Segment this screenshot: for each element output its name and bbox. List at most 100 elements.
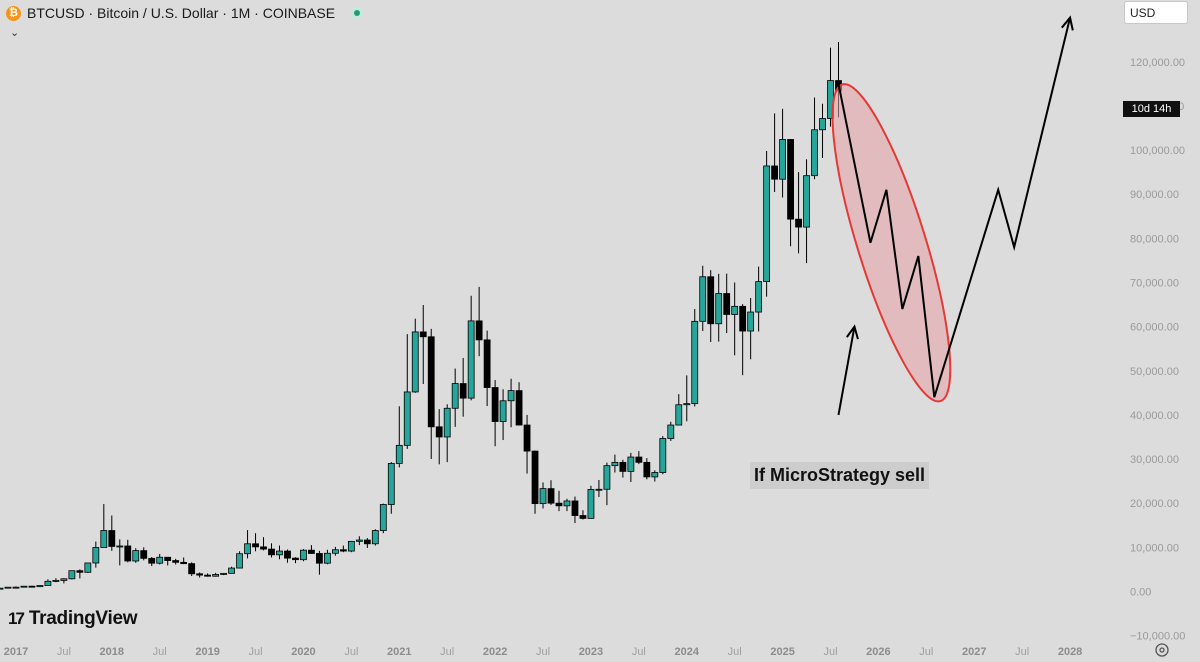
candle-body — [180, 561, 188, 565]
candle-body — [212, 574, 220, 577]
candle-body — [140, 550, 148, 559]
candle-body — [763, 165, 771, 282]
candle-body — [260, 546, 267, 550]
candle-body — [52, 580, 60, 582]
x-tick-label: 2023 — [579, 646, 603, 658]
y-tick-label: 20,000.00 — [1130, 498, 1179, 510]
candle-body — [4, 586, 12, 589]
x-tick-label: Jul — [919, 646, 933, 658]
y-tick-label: 80,000.00 — [1130, 233, 1179, 245]
candle-body — [747, 311, 755, 332]
x-tick-label: Jul — [728, 646, 742, 658]
candle-body — [316, 553, 323, 564]
candle-body — [371, 530, 379, 545]
candle-body — [667, 424, 675, 439]
candle-body — [339, 549, 347, 552]
x-tick-label: 2024 — [675, 646, 700, 658]
candle-body — [723, 293, 731, 315]
x-tick-label: 2018 — [100, 646, 124, 658]
candle-body — [619, 461, 627, 472]
candle-body — [347, 540, 355, 552]
candle-body — [611, 461, 619, 467]
chevron-down-icon[interactable]: ⌄ — [10, 27, 20, 39]
candle-body — [395, 444, 403, 464]
tradingview-logo-icon: 17 — [8, 609, 25, 628]
candle-body — [196, 573, 204, 576]
candle-body — [579, 515, 587, 519]
candle-body — [20, 585, 28, 588]
x-tick-label: 2028 — [1058, 646, 1082, 658]
x-tick-label: Jul — [153, 646, 167, 658]
candle-body — [68, 570, 76, 580]
candle-body — [731, 305, 739, 315]
x-tick-label: 2019 — [195, 646, 219, 658]
y-tick-label: 50,000.00 — [1130, 366, 1179, 378]
x-tick-label: 2021 — [387, 646, 411, 658]
candle-body — [156, 556, 164, 564]
symbol-title[interactable]: BTCUSD · Bitcoin / U.S. Dollar · 1M · CO… — [27, 5, 336, 21]
projection-path — [837, 17, 1072, 398]
y-tick-label: 60,000.00 — [1130, 322, 1179, 334]
candle-body — [459, 383, 467, 399]
candle-body — [603, 465, 611, 490]
annotation-arrow-head — [846, 324, 859, 340]
y-tick-label: 30,000.00 — [1130, 454, 1179, 466]
y-tick-label: 100,000.00 — [1130, 145, 1185, 157]
candle-body — [12, 586, 20, 589]
candle-body — [819, 118, 826, 131]
candle-body — [204, 574, 212, 577]
y-tick-label: 90,000.00 — [1130, 189, 1179, 201]
candle-body — [755, 281, 763, 313]
x-tick-label: Jul — [249, 646, 263, 658]
candle-body — [276, 550, 283, 556]
candle-body — [779, 139, 786, 180]
candle-body — [244, 543, 251, 555]
x-tick-label: 2020 — [291, 646, 315, 658]
candle-body — [707, 276, 715, 325]
x-tick-label: Jul — [1015, 646, 1029, 658]
candle-body — [427, 336, 435, 428]
candle-body — [363, 539, 371, 545]
candle-body — [523, 424, 531, 452]
x-tick-label: Jul — [440, 646, 454, 658]
projection-drawing — [831, 15, 1074, 416]
candle-body — [467, 320, 475, 399]
candle-body — [116, 545, 124, 548]
candle-body — [499, 400, 507, 422]
candle-body — [411, 331, 419, 393]
candle-body — [571, 500, 579, 516]
market-status-icon[interactable] — [351, 7, 364, 19]
candle-body — [292, 557, 299, 561]
currency-selector[interactable]: USD — [1124, 1, 1188, 24]
candle-body — [355, 539, 363, 542]
y-tick-label: 0.00 — [1130, 586, 1151, 598]
x-tick-label: Jul — [344, 646, 358, 658]
candle-body — [300, 549, 307, 561]
tradingview-logo[interactable]: 17 TradingView — [8, 608, 138, 630]
candle-body — [379, 504, 387, 531]
candle-body — [132, 550, 140, 562]
candle-body — [507, 390, 515, 402]
candle-body — [491, 387, 499, 422]
candle-body — [515, 390, 523, 426]
candle-body — [164, 556, 172, 561]
candle-body — [100, 530, 108, 548]
projection-arrow-head — [1061, 15, 1074, 31]
candle-body — [60, 578, 68, 581]
candle-body — [252, 543, 259, 548]
annotation-text[interactable]: If MicroStrategy sell — [750, 462, 930, 489]
candle-body — [44, 580, 52, 586]
candle-body — [635, 456, 643, 463]
candle-body — [324, 552, 331, 564]
axes: −10,000.00 0.00 10,000.00 20,000.00 30,000.0… — [4, 13, 1186, 658]
candles — [0, 41, 842, 590]
bitcoin-icon: ₿ — [6, 5, 21, 21]
candle-body — [683, 403, 691, 406]
candle-body — [28, 585, 36, 588]
candle-body — [0, 587, 4, 590]
candle-body — [539, 488, 547, 505]
candle-body — [811, 129, 818, 177]
settings-icon[interactable] — [1154, 642, 1170, 658]
annotation-arrow — [837, 326, 856, 416]
